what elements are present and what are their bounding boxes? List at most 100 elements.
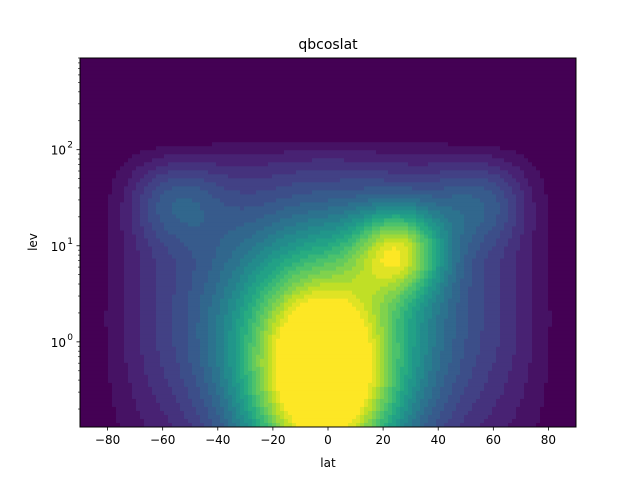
contour-cell [272, 82, 277, 87]
contour-cell [280, 90, 285, 95]
contour-cell [280, 342, 285, 348]
contour-cell [224, 206, 229, 212]
contour-cell [200, 202, 205, 207]
contour-cell [276, 418, 281, 424]
contour-cell [164, 410, 169, 416]
contour-cell [280, 114, 285, 119]
contour-cell [260, 218, 265, 224]
contour-cell [104, 338, 109, 344]
contour-cell [192, 414, 197, 420]
contour-cell [252, 278, 257, 284]
contour-cell [224, 254, 229, 260]
contour-cell [192, 246, 197, 252]
contour-cell [248, 382, 253, 388]
contour-cell [236, 202, 241, 207]
contour-cell [152, 74, 157, 79]
contour-cell [240, 230, 245, 236]
contour-cell [160, 254, 165, 260]
contour-cell [160, 238, 165, 244]
contour-cell [128, 242, 133, 248]
contour-cell [260, 358, 265, 364]
contour-cell [272, 74, 277, 79]
contour-cell [112, 126, 117, 131]
contour-cell [248, 154, 253, 159]
contour-cell [248, 274, 253, 280]
contour-cell [180, 98, 185, 103]
contour-cell [228, 294, 233, 300]
contour-cell [164, 254, 169, 260]
contour-cell [144, 326, 149, 332]
contour-cell [232, 334, 237, 340]
contour-cell [116, 398, 121, 404]
contour-cell [232, 154, 237, 159]
contour-cell [140, 70, 145, 75]
contour-cell [120, 362, 125, 368]
contour-cell [168, 246, 173, 252]
contour-cell [124, 134, 129, 139]
contour-cell [208, 90, 213, 95]
contour-cell [92, 142, 97, 147]
contour-cell [196, 154, 201, 159]
contour-cell [152, 178, 157, 183]
contour-cell [288, 366, 293, 372]
contour-cell [124, 174, 129, 179]
contour-cell [244, 246, 249, 252]
contour-cell [144, 350, 149, 356]
contour-cell [212, 102, 217, 107]
contour-cell [100, 194, 105, 199]
contour-cell [272, 286, 277, 292]
contour-cell [268, 102, 273, 107]
contour-cell [208, 314, 213, 320]
contour-cell [128, 194, 133, 199]
contour-cell [268, 198, 273, 203]
contour-cell [228, 410, 233, 416]
contour-cell [88, 150, 93, 155]
contour-cell [148, 94, 153, 99]
contour-cell [124, 190, 129, 195]
contour-cell [92, 310, 97, 316]
contour-cell [292, 382, 297, 388]
contour-cell [104, 206, 109, 212]
contour-cell [100, 94, 105, 99]
contour-cell [176, 346, 181, 352]
contour-cell [140, 190, 145, 195]
contour-cell [264, 82, 269, 87]
contour-cell [112, 274, 117, 280]
contour-cell [148, 82, 153, 87]
contour-cell [104, 106, 109, 111]
contour-cell [180, 206, 185, 212]
contour-cell [248, 414, 253, 420]
contour-cell [236, 218, 241, 224]
contour-cell [148, 138, 153, 143]
contour-cell [264, 266, 269, 272]
contour-cell [284, 58, 289, 63]
contour-cell [92, 214, 97, 220]
contour-cell [216, 410, 221, 416]
contour-cell [128, 266, 133, 272]
contour-cell [228, 302, 233, 308]
contour-cell [84, 158, 89, 163]
contour-cell [272, 66, 277, 71]
contour-cell [112, 422, 117, 427]
contour-cell [152, 210, 157, 216]
contour-cell [192, 162, 197, 167]
contour-cell [184, 414, 189, 420]
contour-cell [256, 270, 261, 276]
contour-cell [136, 214, 141, 220]
contour-cell [220, 406, 225, 412]
contour-cell [232, 118, 237, 123]
contour-cell [156, 102, 161, 107]
contour-cell [244, 310, 249, 316]
contour-cell [204, 94, 209, 99]
contour-cell [292, 190, 297, 195]
contour-cell [280, 194, 285, 199]
contour-cell [228, 158, 233, 163]
contour-cell [244, 394, 249, 400]
contour-cell [160, 190, 165, 195]
contour-cell [108, 226, 113, 232]
contour-cell [128, 198, 133, 203]
contour-cell [116, 406, 121, 412]
contour-cell [108, 282, 113, 288]
contour-cell [84, 214, 89, 220]
contour-cell [252, 66, 257, 71]
